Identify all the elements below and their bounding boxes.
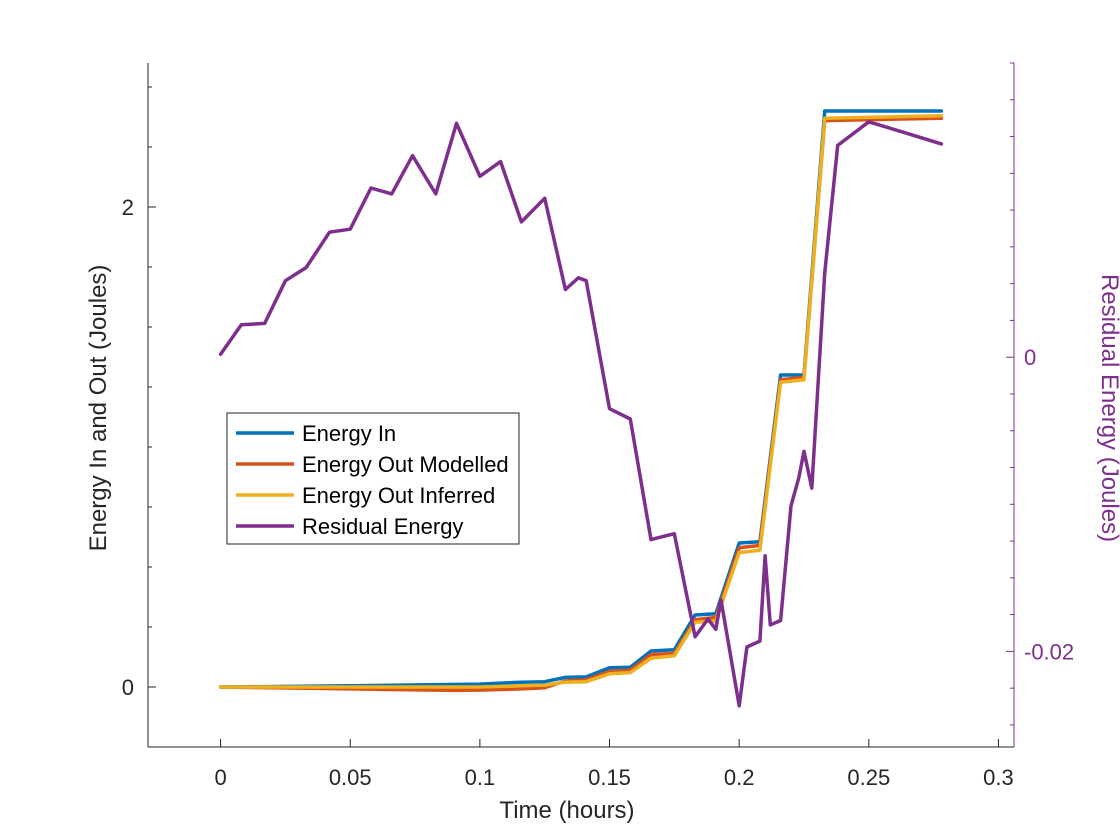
y-right-tick-label: -0.02	[1024, 639, 1074, 664]
x-tick-label: 0.1	[465, 765, 496, 790]
x-tick-label: 0.05	[329, 765, 372, 790]
y-right-tick-label: 0	[1024, 345, 1036, 370]
legend-entry: Energy Out Inferred	[302, 483, 495, 508]
x-tick-label: 0	[214, 765, 226, 790]
x-tick-label: 0.15	[588, 765, 631, 790]
x-axis-label: Time (hours)	[499, 797, 634, 824]
y-left-tick-label: 2	[122, 195, 134, 220]
series-line-energy-out-inferred	[218, 114, 944, 689]
x-tick-label: 0.25	[847, 765, 890, 790]
x-tick-label: 0.2	[724, 765, 755, 790]
x-tick-label: 0.3	[983, 765, 1014, 790]
series-layer	[218, 109, 944, 708]
y-axis-right-label: Residual Energy (Joules)	[1096, 274, 1120, 542]
legend: Energy In Energy Out Modelled Energy Out I…	[226, 412, 520, 545]
legend-entry: Energy In	[302, 421, 396, 446]
legend-entry: Energy Out Modelled	[302, 452, 509, 477]
y-left-tick-label: 0	[122, 675, 134, 700]
legend-entry: Residual Energy	[302, 514, 463, 539]
y-axis-left-label: Energy In and Out (Joules)	[85, 265, 112, 552]
axes-layer: 0 0.05 0.1 0.15 0.2 0.25 0.3 0 2 -0.02 0 Time (hour…	[85, 62, 1120, 824]
series-line-energy-in	[218, 109, 944, 689]
legend-box	[226, 412, 520, 545]
series-line-residual-energy	[218, 120, 944, 708]
